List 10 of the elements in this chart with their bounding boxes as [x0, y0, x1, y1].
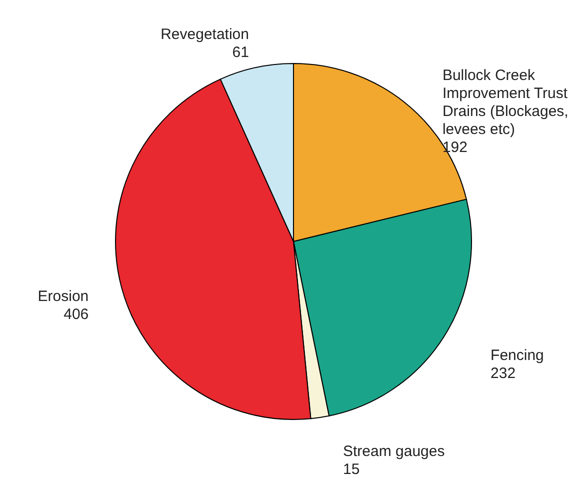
slice-label: Bullock Creek Improvement Trust Drains (Blockages, levees etc)	[442, 66, 568, 138]
slice-label: Erosion	[38, 288, 89, 306]
data-label: 61	[232, 44, 249, 62]
data-label: 192	[442, 138, 468, 156]
slice-label: Fencing	[490, 347, 544, 364]
data-label: 406	[64, 306, 89, 324]
slice-label: Stream gauges	[342, 443, 445, 460]
slice-label: Revegetation	[160, 26, 249, 44]
data-label: 15	[342, 461, 360, 478]
data-label: 232	[490, 365, 516, 382]
